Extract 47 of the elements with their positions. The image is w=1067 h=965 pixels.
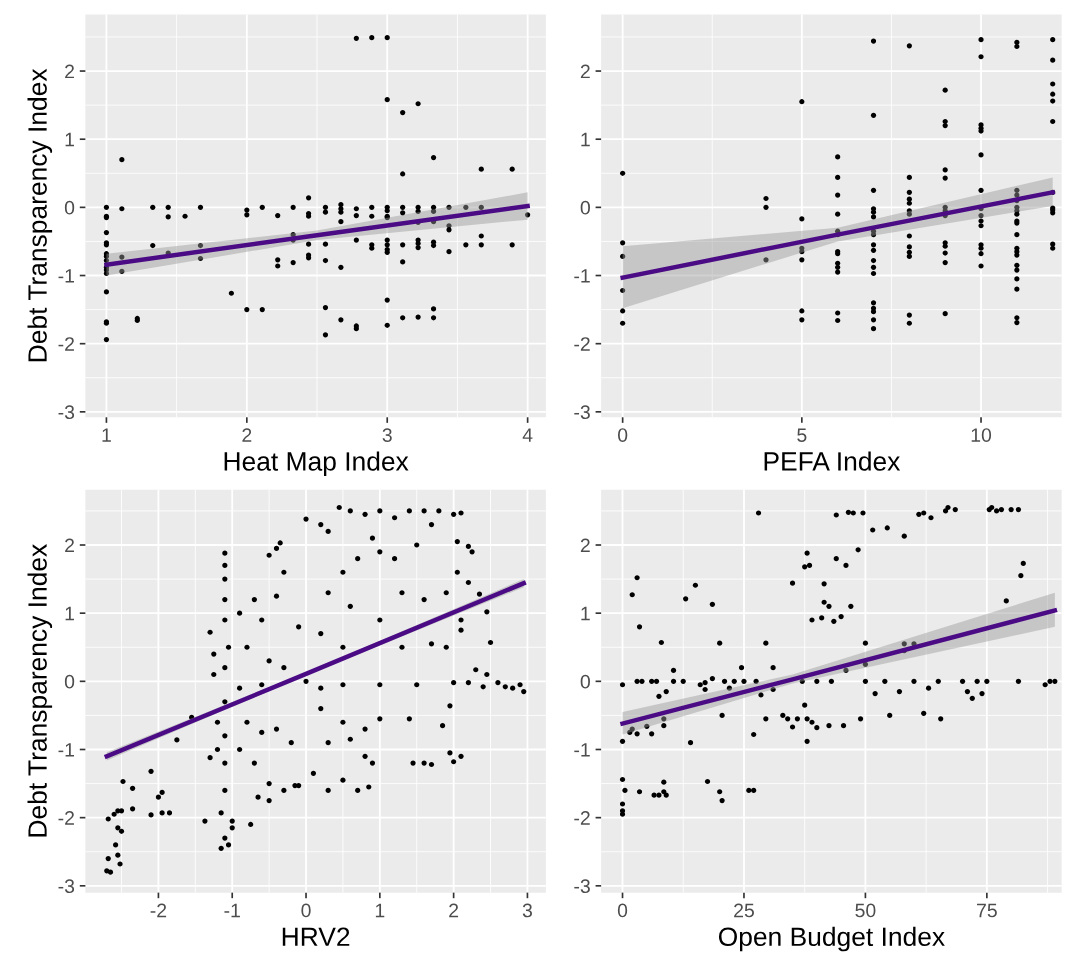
x-tick-label: 0	[301, 903, 311, 918]
x-tick-label: 25	[734, 903, 754, 918]
y-tick-label: 1	[581, 132, 590, 147]
y-tick-label: 2	[65, 64, 74, 79]
y-tick-label: -2	[574, 337, 590, 351]
y-tick-label: -3	[58, 879, 75, 894]
y-tick-label: -3	[58, 405, 75, 420]
x-tick-label: 5	[797, 428, 807, 442]
y-tick-label: -2	[58, 811, 74, 825]
y-tick-label: 0	[64, 200, 75, 215]
x-tick-label: 0	[618, 428, 628, 442]
y-tick-label: 0	[64, 674, 75, 689]
x-tick-label: 2	[242, 428, 252, 442]
x-axis-title: HRV2	[282, 927, 350, 946]
y-tick-label: -3	[574, 405, 590, 420]
x-axis-title: Open Budget Index	[718, 926, 945, 952]
x-tick-label: -2	[150, 903, 167, 918]
y-tick-label: 1	[65, 132, 74, 147]
x-axis-title: Heat Map Index	[224, 451, 409, 476]
y-tick-label: 1	[581, 606, 590, 621]
x-tick-label: 10	[971, 428, 992, 442]
y-tick-label: -2	[574, 811, 590, 825]
y-axis-title: Debt Transparency Index	[27, 544, 53, 837]
x-tick-label: 1	[375, 903, 385, 918]
y-tick-label: 2	[65, 538, 74, 553]
x-tick-label: 2	[449, 903, 459, 918]
y-tick-label: 0	[580, 200, 590, 215]
x-tick-label: 3	[522, 903, 532, 918]
y-tick-label: -1	[58, 269, 74, 283]
y-tick-label: -1	[574, 743, 590, 757]
y-tick-label: -1	[58, 743, 74, 757]
x-tick-label: 1	[102, 428, 111, 442]
y-tick-label: 1	[65, 606, 74, 621]
y-tick-label: 2	[580, 538, 590, 553]
x-tick-label: 75	[977, 903, 997, 918]
x-axis-title: PEFA Index	[764, 451, 901, 471]
y-tick-label: 0	[580, 674, 590, 689]
y-tick-label: -2	[58, 337, 74, 351]
x-tick-label: -1	[224, 903, 240, 918]
y-tick-label: -3	[574, 879, 590, 894]
x-tick-label: 0	[617, 903, 628, 918]
y-tick-label: -1	[574, 269, 590, 283]
y-tick-label: 2	[580, 64, 590, 79]
x-tick-label: 50	[855, 903, 876, 918]
x-tick-label: 4	[522, 428, 533, 442]
x-tick-label: 3	[382, 428, 392, 442]
y-axis-title: Debt Transparency Index	[27, 68, 53, 362]
